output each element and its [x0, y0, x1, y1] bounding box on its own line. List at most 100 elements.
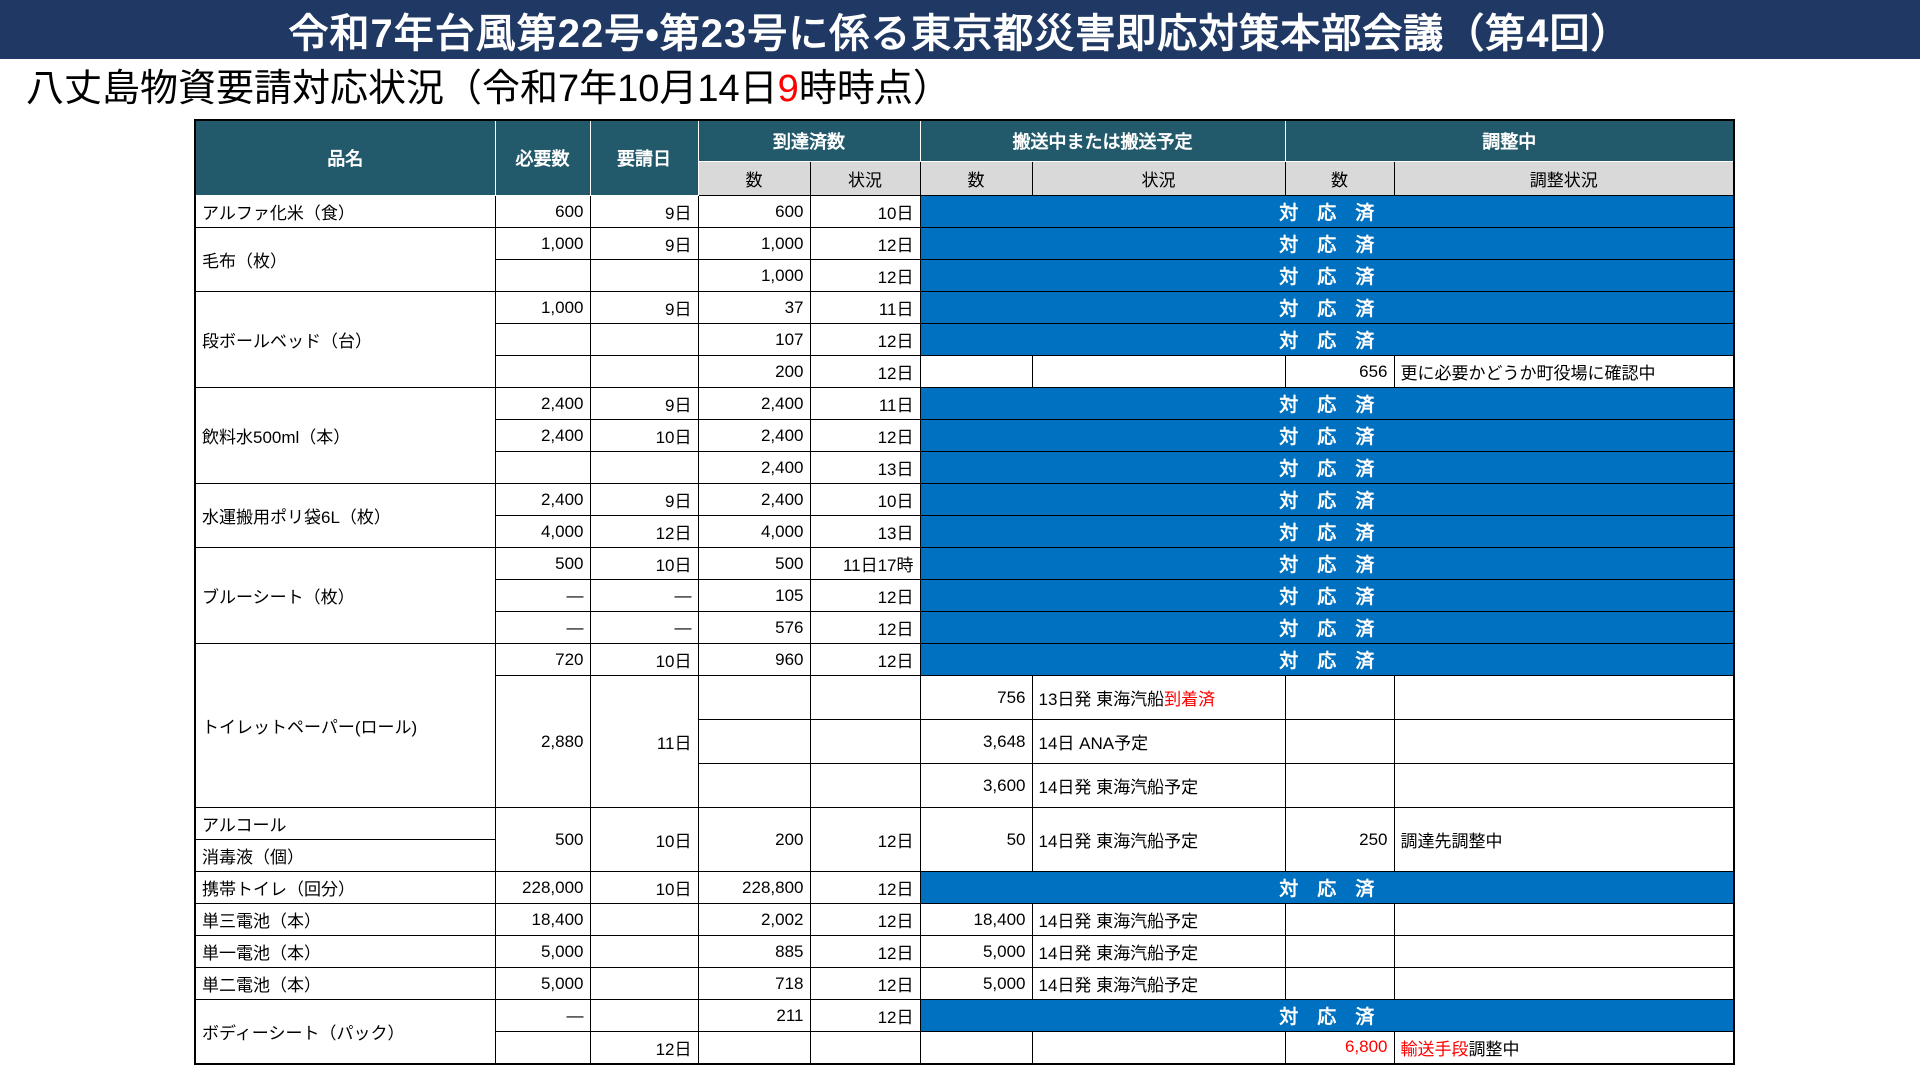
table-row: 200 12日 656 更に必要かどうか町役場に確認中 [195, 355, 1735, 389]
table-cell [1393, 903, 1735, 937]
cell-text-segment: 到着済 [1164, 690, 1216, 710]
table-row: 2,400 10日 2,400 12日対 応 済 [195, 419, 1735, 453]
table-cell: 5,000 [494, 935, 591, 969]
table-row: — —105 12日対 応 済 [195, 579, 1735, 613]
table-cell: 500 [697, 547, 811, 581]
table-body: アルファ化米（食） 600 9日 600 10日対 応 済毛布（枚） 1,000 9日 1,0… [194, 195, 1735, 1065]
table-cell [1393, 675, 1735, 721]
table-cell: 12日 [809, 807, 921, 873]
table-cell [697, 719, 811, 765]
table-cell [809, 719, 921, 765]
table-row: アルファ化米（食） 600 9日 600 10日対 応 済 [194, 195, 1735, 229]
table-cell [494, 323, 591, 357]
table-cell [809, 1031, 921, 1065]
table-cell [1393, 763, 1735, 809]
table-cell [1393, 967, 1735, 1001]
table-row: 107 12日対 応 済 [195, 323, 1735, 357]
table-cell: 対 応 済 [919, 999, 1735, 1033]
table-cell: 14日発 東海汽船予定 [1031, 935, 1286, 969]
col-header-item-name: 品名 [194, 119, 496, 197]
table-cell: 段ボールベッド（台） [194, 291, 496, 389]
table-cell: 12日 [589, 515, 699, 549]
table-cell: 756 [919, 675, 1033, 721]
table-cell: 11日 [809, 387, 921, 421]
table-cell: — [589, 611, 699, 645]
table-cell: 18,400 [494, 903, 591, 937]
table-cell: 9日 [589, 195, 699, 229]
table-row: 1,000 12日対 応 済 [195, 259, 1735, 293]
table-cell: 12日 [809, 967, 921, 1001]
subtitle-highlight-time: 9 [777, 68, 799, 110]
table-cell [494, 1031, 591, 1065]
table-cell: 14日 ANA予定 [1031, 719, 1286, 765]
table-cell: 12日 [809, 871, 921, 905]
table-cell: 10日 [589, 807, 699, 873]
table-head: 品名 必要数 要請日 到達済数 搬送中または搬送予定 調整中数状況数状況数調整状況 [194, 119, 1735, 197]
table-cell: 12日 [809, 227, 921, 261]
table-cell [1284, 675, 1395, 721]
table-cell: 消毒液（個） [194, 839, 496, 873]
table-cell: 2,400 [697, 387, 811, 421]
table-cell: 4,000 [494, 515, 591, 549]
table-cell: 10日 [589, 871, 699, 905]
table-cell: 6,800 [1284, 1031, 1395, 1065]
table-cell: 調達先調整中 [1393, 807, 1735, 873]
table-cell: 水運搬用ポリ袋6L（枚） [194, 483, 496, 549]
table-cell: 11日 [809, 291, 921, 325]
table-row: 段ボールベッド（台） 1,000 9日 37 11日対 応 済 [194, 291, 1735, 389]
table-cell: 11日 [589, 675, 699, 809]
table-cell: 500 [494, 807, 591, 873]
table-cell: 携帯トイレ（回分） [194, 871, 496, 905]
table-row: トイレットペーパー(ロール) 720 10日 960 12日対 応 済 [194, 643, 1735, 809]
table-cell: 1,000 [697, 227, 811, 261]
table-cell: 12日 [589, 1031, 699, 1065]
table-cell [1284, 763, 1395, 809]
subtitle-suffix: 時時点） [798, 68, 951, 110]
table-cell: 9日 [589, 387, 699, 421]
table-cell: 12日 [809, 419, 921, 453]
table-row: 単二電池（本） 5,000 718 12日 5,000 14日発 東海汽船予定 [194, 967, 1735, 1001]
table-cell: 10日 [589, 419, 699, 453]
table-cell: 対 応 済 [919, 387, 1735, 421]
table-row: 携帯トイレ（回分） 228,000 10日 228,800 12日対 応 済 [194, 871, 1735, 905]
table-cell: 対 応 済 [919, 643, 1735, 677]
table-cell: 656 [1284, 355, 1395, 389]
table-cell [1393, 935, 1735, 969]
col-header-in-transit: 搬送中または搬送予定 [919, 119, 1286, 163]
col-header-transit-status: 状況 [1031, 161, 1286, 197]
table-cell: 10日 [809, 483, 921, 517]
table-cell: 1,000 [697, 259, 811, 293]
table-cell [494, 451, 591, 485]
col-header-arrived: 到達済数 [697, 119, 921, 163]
table-cell: ボディーシート（パック） [194, 999, 496, 1065]
table-cell [589, 903, 699, 937]
table-cell: 211 [697, 999, 811, 1033]
table-row: 2,880 11日 756 13日発 東海汽船到着済 [195, 675, 1735, 809]
table-cell: 5,000 [919, 967, 1033, 1001]
table-cell: 200 [697, 355, 811, 389]
table-cell [589, 355, 699, 389]
table-cell [697, 675, 811, 721]
table-cell: 輸送手段調整中 [1393, 1031, 1735, 1065]
table-cell: 5,000 [494, 967, 591, 1001]
table-cell: 12日 [809, 579, 921, 613]
cell-text-segment: 13日発 東海汽船 [1038, 690, 1165, 710]
col-header-request-date: 要請日 [589, 119, 699, 197]
table-cell: 2,400 [494, 483, 591, 517]
table-row: 飲料水500ml（本） 2,400 9日 2,400 11日対 応 済 [194, 387, 1735, 485]
table-cell: 4,000 [697, 515, 811, 549]
table-cell: 対 応 済 [919, 259, 1735, 293]
table-cell: 14日発 東海汽船予定 [1031, 763, 1286, 809]
table-cell: 2,002 [697, 903, 811, 937]
table-cell: ブルーシート（枚） [194, 547, 496, 645]
table-cell [1284, 903, 1395, 937]
table-cell: 250 [1284, 807, 1395, 873]
page-subtitle: 八丈島物資要請対応状況（令和7年10月14日9時時点） [0, 59, 1920, 119]
table-cell: 13日 [809, 515, 921, 549]
table-row: 3,600 14日発 東海汽船予定 [195, 763, 1735, 809]
table-cell: 9日 [589, 227, 699, 261]
table-cell: 毛布（枚） [194, 227, 496, 293]
table-row: 4,000 12日 4,000 13日対 応 済 [195, 515, 1735, 549]
table-cell: 3,648 [919, 719, 1033, 765]
